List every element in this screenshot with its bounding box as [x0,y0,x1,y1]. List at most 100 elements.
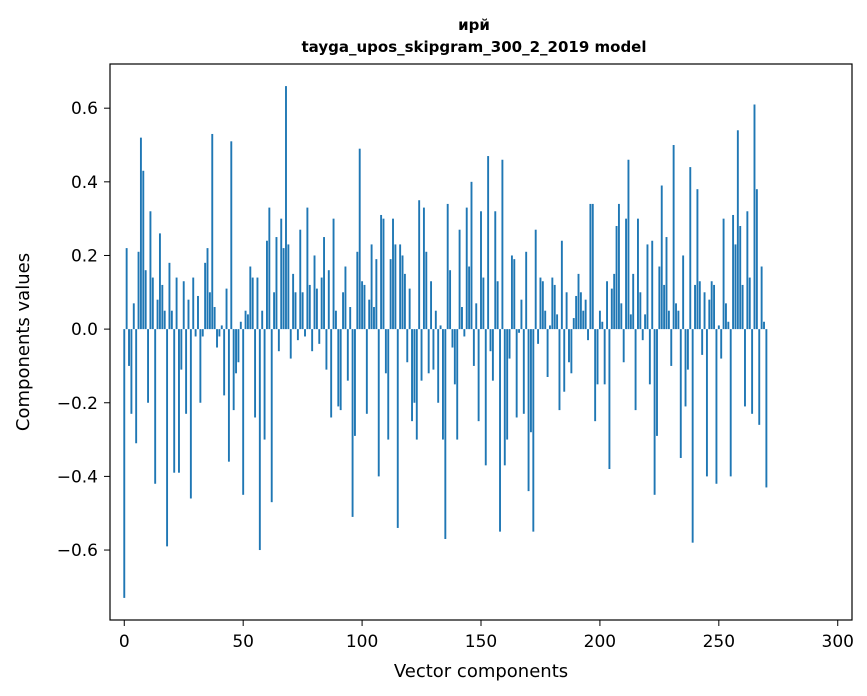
bar-24 [180,329,183,370]
bar-119 [406,329,409,363]
bar-218 [641,329,644,341]
bar-230 [670,329,673,366]
bar-86 [327,270,330,330]
bar-87 [330,329,333,418]
bar-142 [461,307,463,330]
bar-160 [503,329,506,466]
bar-56 [256,277,259,330]
bar-79 [311,329,314,352]
bar-116 [399,244,402,330]
bar-136 [446,203,449,330]
bar-187 [568,329,570,363]
bar-126 [422,207,425,330]
bar-268 [760,266,763,330]
bar-204 [608,329,611,470]
bar-11 [149,211,152,330]
bar-73 [296,329,299,341]
bar-236 [684,329,687,407]
bar-124 [418,200,421,330]
bar-201 [601,321,604,330]
bar-199 [596,329,599,385]
bar-69 [287,244,290,330]
bar-139 [453,329,456,385]
bar-85 [325,329,328,370]
x-tick-label: 100 [346,632,378,652]
bar-211 [625,218,628,330]
bar-96 [351,329,354,517]
bar-60 [266,240,268,330]
bar-177 [544,310,547,330]
bar-102 [365,329,368,414]
bar-208 [617,203,620,330]
bar-15 [158,233,161,330]
bar-29 [192,277,195,330]
bar-244 [703,292,706,330]
y-tick-label: −0.2 [57,394,98,414]
bar-231 [672,145,675,330]
bar-27 [187,299,190,330]
bar-25 [182,281,185,330]
bar-249 [715,329,718,484]
bar-261 [744,329,746,407]
bar-251 [720,329,723,359]
bar-26 [185,329,188,414]
bar-3 [130,329,133,414]
bar-132 [437,329,440,403]
bar-42 [223,329,226,396]
bar-194 [584,299,587,330]
bar-77 [306,207,309,330]
bar-49 [239,321,242,330]
bar-178 [546,329,549,377]
bar-0 [123,329,126,598]
bar-123 [415,329,418,440]
bar-32 [199,329,202,403]
bar-203 [606,281,608,330]
y-axis: −0.6 −0.4 −0.2 0.0 0.2 0.4 0.6 [57,99,110,561]
bar-14 [156,299,159,330]
bar-48 [237,329,240,363]
bar-169 [525,251,528,330]
bar-2 [128,329,130,366]
bar-20 [170,310,173,330]
bar-137 [449,270,452,330]
bar-89 [334,310,337,330]
bar-153 [487,156,490,330]
y-tick-label: 0.6 [71,99,98,119]
bar-149 [477,329,480,422]
bar-45 [230,141,233,330]
bar-133 [439,325,442,330]
bar-107 [377,329,380,477]
bar-23 [178,329,180,473]
x-tick-label: 0 [119,632,130,652]
bar-17 [163,310,166,330]
bar-70 [289,329,292,359]
bar-170 [527,329,530,492]
bar-260 [741,284,744,330]
bar-167 [520,299,523,330]
bar-269 [763,321,765,330]
bar-237 [686,329,689,370]
x-axis: 0 50 100 150 200 250 300 [119,620,854,652]
bar-40 [218,329,221,337]
bar-234 [679,329,682,458]
chart-title-line1: ирй [458,16,490,34]
bar-93 [344,266,347,330]
bar-263 [748,277,751,330]
bar-127 [425,251,428,330]
bar-202 [603,329,606,385]
bar-1 [125,248,128,330]
bar-207 [615,226,618,330]
bar-38 [213,307,216,330]
bar-35 [206,248,209,330]
bar-101 [363,284,366,330]
bar-171 [529,329,532,433]
bar-10 [147,329,149,403]
bar-223 [653,329,656,495]
bar-205 [610,288,613,330]
bar-140 [456,329,459,440]
bar-58 [261,310,264,330]
bar-196 [589,203,592,330]
chart-title-line2: tayga_upos_skipgram_300_2_2019 model [302,38,647,56]
bar-110 [384,329,387,374]
